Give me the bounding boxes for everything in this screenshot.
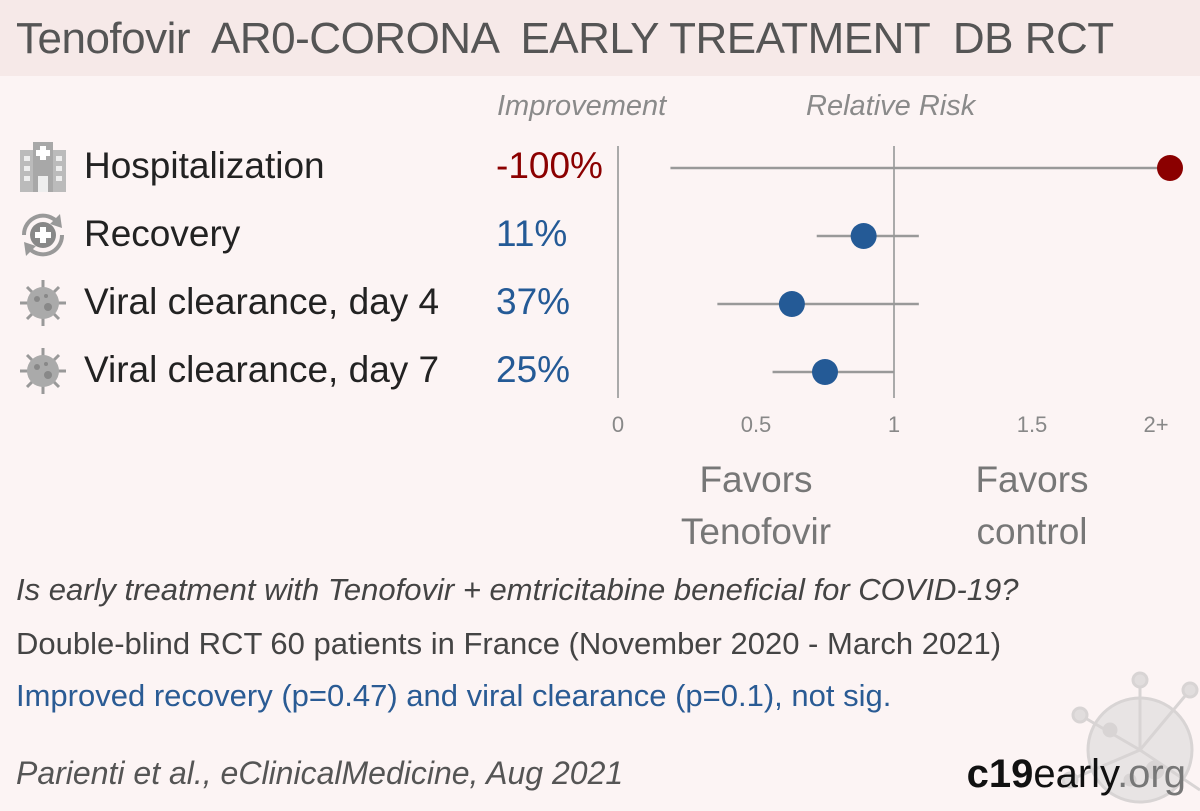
point-estimate <box>1157 155 1183 181</box>
brand-part-2: early <box>1033 752 1118 796</box>
recovery-icon <box>21 213 65 257</box>
x-tick-label: 1 <box>888 412 900 437</box>
favors-treatment-label: Favors Tenofovir <box>680 459 832 552</box>
header-bar: Tenofovir AR0-CORONA EARLY TREATMENT DB … <box>0 0 1200 76</box>
virus-icon <box>20 348 66 394</box>
brand-logo[interactable]: c19early.org <box>967 752 1186 797</box>
improvement-value: 25% <box>496 349 571 390</box>
page-title: Tenofovir AR0-CORONA EARLY TREATMENT DB … <box>16 14 1114 63</box>
brand-part-3: .org <box>1117 752 1186 796</box>
relative-risk-column-header: Relative Risk <box>806 90 976 122</box>
brand-part-1: c19 <box>966 752 1034 796</box>
study-design: Double-blind RCT 60 patients in France (… <box>16 626 1002 661</box>
study-result: Improved recovery (p=0.47) and viral cle… <box>16 678 892 713</box>
improvement-column-header: Improvement <box>497 90 667 122</box>
study-question: Is early treatment with Tenofovir + emtr… <box>16 572 1019 607</box>
point-estimate <box>778 291 805 317</box>
x-tick-label: 0.5 <box>741 412 772 437</box>
outcome-label: Hospitalization <box>84 145 325 186</box>
favors-control-label: Favors control <box>975 459 1089 552</box>
point-estimate <box>812 359 838 385</box>
improvement-value: 11% <box>496 213 568 254</box>
citation: Parienti et al., eClinicalMedicine, Aug … <box>16 755 624 791</box>
x-tick-label: 1.5 <box>1017 412 1048 437</box>
outcome-label: Viral clearance, day 4 <box>84 281 440 322</box>
outcome-label: Viral clearance, day 7 <box>84 349 440 390</box>
outcome-label: Recovery <box>84 213 241 254</box>
improvement-value: -100% <box>496 145 603 186</box>
improvement-value: 37% <box>496 281 571 322</box>
x-tick-label: 0 <box>612 412 624 437</box>
virus-icon <box>20 280 66 326</box>
hospital-icon <box>20 142 66 192</box>
point-estimate <box>850 223 877 249</box>
virus-watermark-icon <box>1061 671 1200 804</box>
x-tick-label: 2+ <box>1143 412 1168 437</box>
